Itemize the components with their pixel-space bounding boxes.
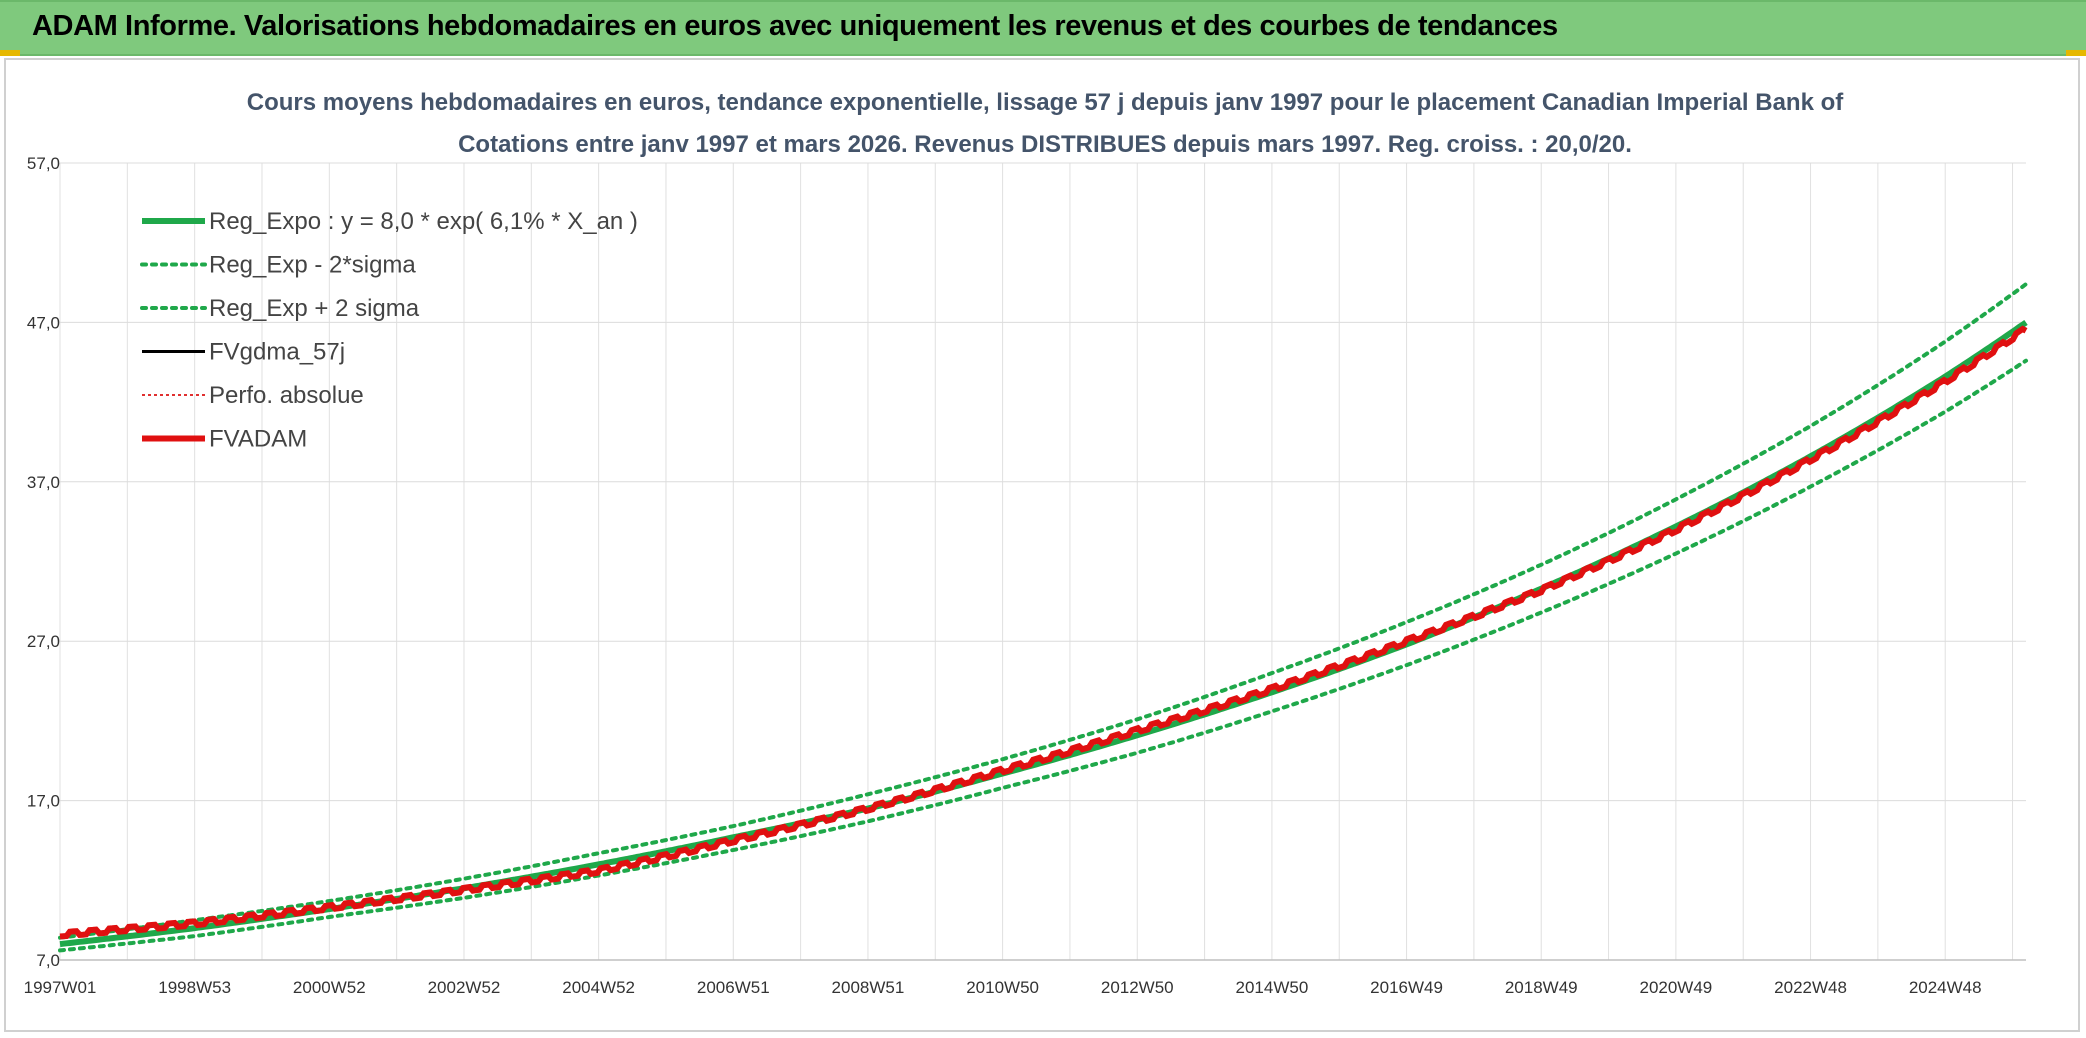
chart-frame — [4, 58, 2080, 1032]
x-tick-label: 2012W50 — [1101, 978, 1174, 997]
x-tick-label: 1998W53 — [158, 978, 231, 997]
report-banner: ADAM Informe. Valorisations hebdomadaire… — [0, 0, 2086, 56]
legend-label: Reg_Exp + 2 sigma — [209, 295, 420, 322]
chart-title: Cours moyens hebdomadaires en euros, ten… — [247, 89, 1845, 116]
x-tick-label: 2016W49 — [1370, 978, 1443, 997]
chart-subtitle: Cotations entre janv 1997 et mars 2026. … — [458, 131, 1632, 158]
y-tick-label: 17,0 — [27, 792, 60, 811]
legend: Reg_Expo : y = 8,0 * exp( 6,1% * X_an ) R… — [140, 208, 638, 453]
legend-label: FVADAM — [209, 426, 307, 453]
legend-label: Perfo. absolue — [209, 382, 364, 409]
x-tick-label: 2002W52 — [428, 978, 501, 997]
y-tick-label: 37,0 — [27, 473, 60, 492]
x-tick-label: 2004W52 — [562, 978, 635, 997]
x-axis-ticks: 1997W01 1998W53 2000W52 2002W52 2004W52 2006W… — [24, 978, 1982, 997]
x-tick-label: 2008W51 — [832, 978, 905, 997]
corner-marker-right — [2066, 50, 2086, 56]
legend-label: Reg_Exp - 2*sigma — [209, 252, 416, 279]
series-layer — [58, 282, 2028, 953]
x-tick-label: 2014W50 — [1236, 978, 1309, 997]
y-axis-ticks: 7,0 17,0 27,0 37,0 47,0 57,0 — [27, 154, 60, 970]
x-tick-label: 1997W01 — [24, 978, 97, 997]
x-tick-label: 2000W52 — [293, 978, 366, 997]
x-tick-label: 2018W49 — [1505, 978, 1578, 997]
x-tick-label: 2006W51 — [697, 978, 770, 997]
y-tick-label: 27,0 — [27, 632, 60, 651]
legend-label: Reg_Expo : y = 8,0 * exp( 6,1% * X_an ) — [209, 208, 638, 235]
y-tick-label: 7,0 — [36, 951, 60, 970]
y-tick-label: 57,0 — [27, 154, 60, 173]
x-tick-label: 2022W48 — [1774, 978, 1847, 997]
series-line-0 — [59, 319, 2028, 948]
y-tick-label: 47,0 — [27, 313, 60, 332]
x-tick-label: 2010W50 — [966, 978, 1039, 997]
legend-label: FVgdma_57j — [209, 339, 345, 366]
series-line-1 — [58, 358, 2028, 953]
grid — [59, 162, 2026, 961]
report-title: ADAM Informe. Valorisations hebdomadaire… — [32, 10, 1558, 42]
x-tick-label: 2024W48 — [1909, 978, 1982, 997]
corner-marker-left — [0, 50, 20, 56]
x-tick-label: 2020W49 — [1639, 978, 1712, 997]
series-line-5 — [59, 325, 2028, 940]
series-line-2 — [58, 282, 2028, 940]
